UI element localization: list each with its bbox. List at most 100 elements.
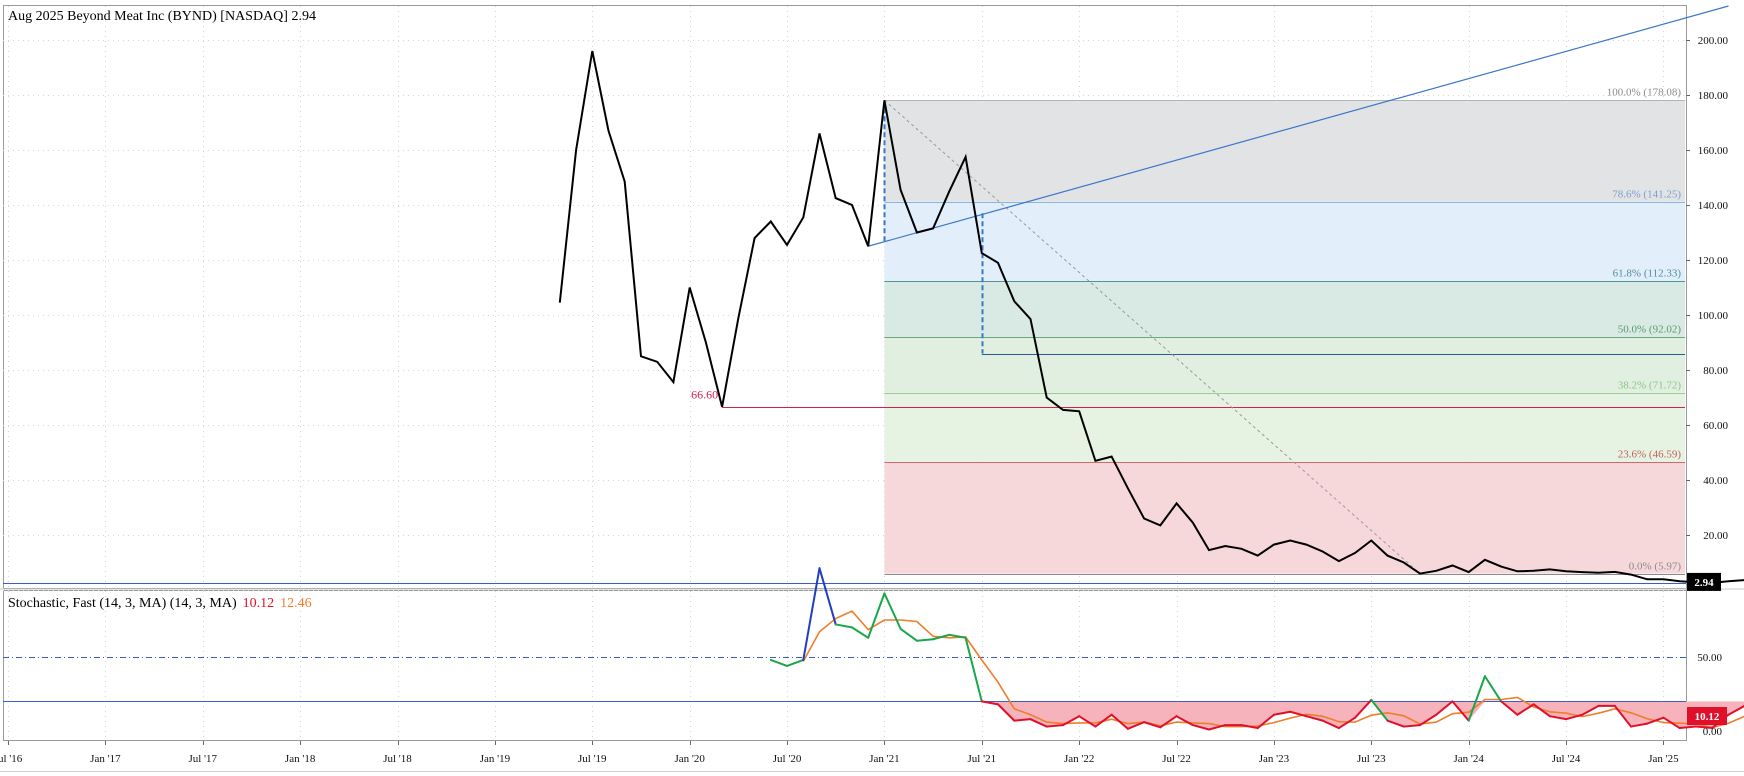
stochastic-k-segment [1727, 705, 1744, 716]
stochastic-k-segment [1013, 718, 1032, 722]
fibonacci-retracement: 100.0% (178.08) 78.6% (141.25) 61.8% (112.… [884, 87, 1685, 575]
price-axis-label: 200.00 [1698, 35, 1729, 47]
stochastic-k-segment [1110, 713, 1129, 730]
stochastic-k-tag-label: 10.12 [1695, 711, 1720, 723]
price-axis-label: 40.00 [1703, 475, 1728, 487]
fib-level-label: 61.8% (112.33) [1613, 268, 1682, 280]
time-axis-label: Jul '20 [773, 753, 802, 765]
last-price-tag-label: 2.94 [1694, 577, 1714, 589]
stochastic-k-segment [1678, 725, 1697, 730]
stochastic-k-segment [980, 700, 1000, 706]
stochastic-k-segment [1451, 700, 1470, 722]
stochastic-k-segment [1126, 721, 1146, 730]
stochastic-k-segment [1061, 715, 1081, 727]
stochastic-k-segment [1029, 718, 1048, 728]
price-axis: 20.00 40.00 60.00 80.00 100.00 120.00 140.00 16… [1686, 35, 1729, 591]
price-axis-label: 20.00 [1703, 530, 1728, 542]
stochastic-k-segment [964, 636, 983, 703]
fib-level-label: 78.6% (141.25) [1612, 189, 1681, 201]
stochastic-k-segment [1045, 724, 1064, 728]
stochastic-k-segment [1370, 698, 1389, 722]
fib-zone [884, 336, 1685, 393]
stochastic-k-segment [802, 567, 821, 661]
osc-axis-label: 50.00 [1697, 652, 1722, 664]
stochastic-k-segment [818, 567, 837, 626]
time-axis-label: Jan '23 [1259, 753, 1290, 765]
stochastic-k-segment [1565, 713, 1584, 721]
stochastic-k-segment [1191, 724, 1211, 731]
stochastic-k-segment [1483, 675, 1503, 703]
stochastic-k-segment [1272, 710, 1292, 716]
support-label: 66.60 [691, 388, 718, 402]
stochastic-k-segment [769, 658, 789, 667]
fib-level-label: 38.2% (71.72) [1618, 380, 1682, 392]
stochastic-k-segment [1208, 724, 1227, 731]
stochastic-d-value: 12.46 [280, 596, 312, 611]
price-axis-label: 160.00 [1698, 145, 1729, 157]
stochastic-k-segment [786, 658, 805, 667]
stochastic-k-segment [997, 703, 1016, 722]
oversold-fill [981, 701, 1744, 730]
stochastic-k-segment [1581, 704, 1600, 716]
stochastic-k-segment [1548, 715, 1568, 721]
trendline [868, 5, 1729, 247]
stochastic-k-segment [1240, 724, 1259, 730]
fib-zone [884, 100, 1685, 202]
time-axis-label: Jul '24 [1552, 753, 1581, 765]
time-axis: Jul '16 Jan '17 Jul '17 Jan '18 Jul '18 Jan '… [0, 741, 1679, 765]
stochastic-k-segment [1516, 703, 1535, 716]
time-axis-label: Jul '22 [1162, 753, 1191, 765]
stochastic-k-segment [1321, 719, 1340, 730]
stochastic-k-segment [1143, 721, 1162, 729]
stochastic-k-segment [948, 633, 967, 639]
time-axis-label: Jan '18 [285, 753, 316, 765]
drawings: 66.60 [691, 5, 1729, 574]
stochastic-k-segment [850, 626, 870, 639]
stochastic-panel: 0.00 50.00 10.12 [3, 567, 1744, 738]
time-axis-label: Jul '16 [0, 753, 23, 765]
last-price-header: 2.94 [291, 9, 316, 24]
price-series [558, 50, 1744, 584]
stochastic-k-segment [1500, 700, 1519, 716]
time-axis-label: Jan '24 [1453, 753, 1484, 765]
last-price-tag [1687, 572, 1721, 591]
price-axis-label: 80.00 [1703, 365, 1728, 377]
stochastic-k-tag [1687, 707, 1727, 726]
stochastic-k-segment [1256, 713, 1275, 730]
stochastic-k-segment [1305, 715, 1324, 722]
chart-title: Aug 2025 Beyond Meat Inc (BYND) [NASDAQ]… [8, 9, 316, 25]
stochastic-k-segment [1694, 725, 1714, 730]
chart-title-text: Aug 2025 Beyond Meat Inc (BYND) [NASDAQ] [8, 9, 288, 24]
stochastic-k-segment [915, 638, 935, 642]
stochastic-k-segment [1175, 715, 1194, 727]
fib-zone [884, 281, 1685, 337]
stochastic-k-segment [1435, 700, 1454, 716]
fib-level-label: 50.0% (92.02) [1618, 324, 1682, 336]
time-axis-label: Jan '19 [480, 753, 511, 765]
stochastic-k-segment [1662, 716, 1681, 730]
panel-frames [0, 5, 1744, 772]
time-axis-label: Jul '21 [968, 753, 997, 765]
stochastic-k-segment [1094, 713, 1113, 728]
stochastic-title-text: Stochastic, Fast (14, 3, MA) (14, 3, MA) [8, 596, 237, 611]
time-axis-label: Jul '19 [578, 753, 607, 765]
time-axis-label: Jan '17 [90, 753, 121, 765]
stochastic-k-segment [1354, 698, 1373, 719]
stochastic-k-segment [899, 627, 918, 642]
fib-zone [884, 461, 1685, 574]
stochastic-k-segment [1337, 716, 1357, 730]
time-axis-label: Jul '17 [188, 753, 217, 765]
price-axis-label: 180.00 [1698, 90, 1729, 102]
stochastic-k-segment [1419, 713, 1438, 727]
price-axis-label: 100.00 [1698, 310, 1729, 322]
time-axis-label: Jan '22 [1064, 753, 1094, 765]
stochastic-k-segment [1467, 675, 1486, 722]
stochastic-k-segment [932, 633, 951, 641]
stochastic-k-segment [1386, 719, 1405, 728]
fib-zone [884, 201, 1685, 282]
stochastic-k-segment [883, 592, 902, 630]
fib-level-label: 23.6% (46.59) [1618, 449, 1682, 461]
price-axis-label: 60.00 [1703, 420, 1728, 432]
time-axis-label: Jul '23 [1357, 753, 1386, 765]
osc-axis-label: 0.00 [1703, 726, 1723, 738]
